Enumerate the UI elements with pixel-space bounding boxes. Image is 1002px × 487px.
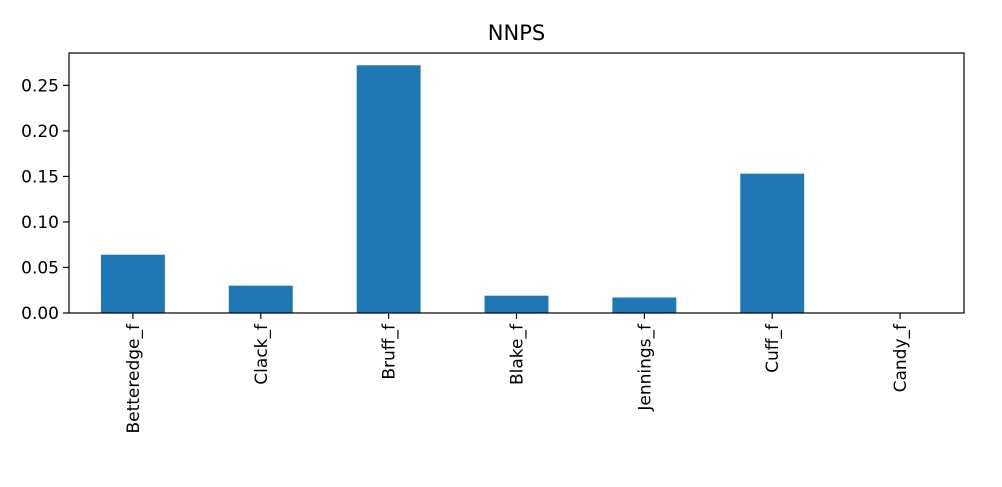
bar-clack-f [228, 285, 293, 313]
y-axis: 0.00 0.05 0.10 0.15 0.20 0.25 [21, 76, 69, 324]
chart-title: NNPS [488, 21, 545, 45]
bar-blake-f [484, 295, 549, 313]
bar-betteredge-f [100, 254, 165, 313]
x-tick-label: Clack_f [252, 323, 272, 385]
y-tick-label: 0.05 [21, 258, 59, 278]
y-tick-label: 0.10 [21, 213, 59, 233]
x-tick-label: Bruff_f [380, 323, 400, 380]
plot-frame [68, 52, 965, 314]
bars-group [100, 65, 805, 313]
x-tick-label: Betteredge_f [124, 323, 144, 434]
y-tick-label: 0.20 [21, 122, 59, 142]
bar-jennings-f [612, 297, 677, 313]
x-axis: Betteredge_f Clack_f Bruff_f Blake_f Jenning… [124, 313, 911, 434]
bar-bruff-f [356, 65, 421, 313]
x-tick-label: Candy_f [891, 323, 911, 392]
x-tick-label: Blake_f [508, 323, 528, 385]
y-tick-label: 0.15 [21, 167, 59, 187]
y-tick-label: 0.25 [21, 76, 59, 96]
y-tick-label: 0.00 [21, 304, 59, 324]
x-tick-label: Jennings_f [635, 323, 655, 412]
bar-cuff-f [740, 173, 805, 313]
x-tick-label: Cuff_f [763, 323, 783, 373]
